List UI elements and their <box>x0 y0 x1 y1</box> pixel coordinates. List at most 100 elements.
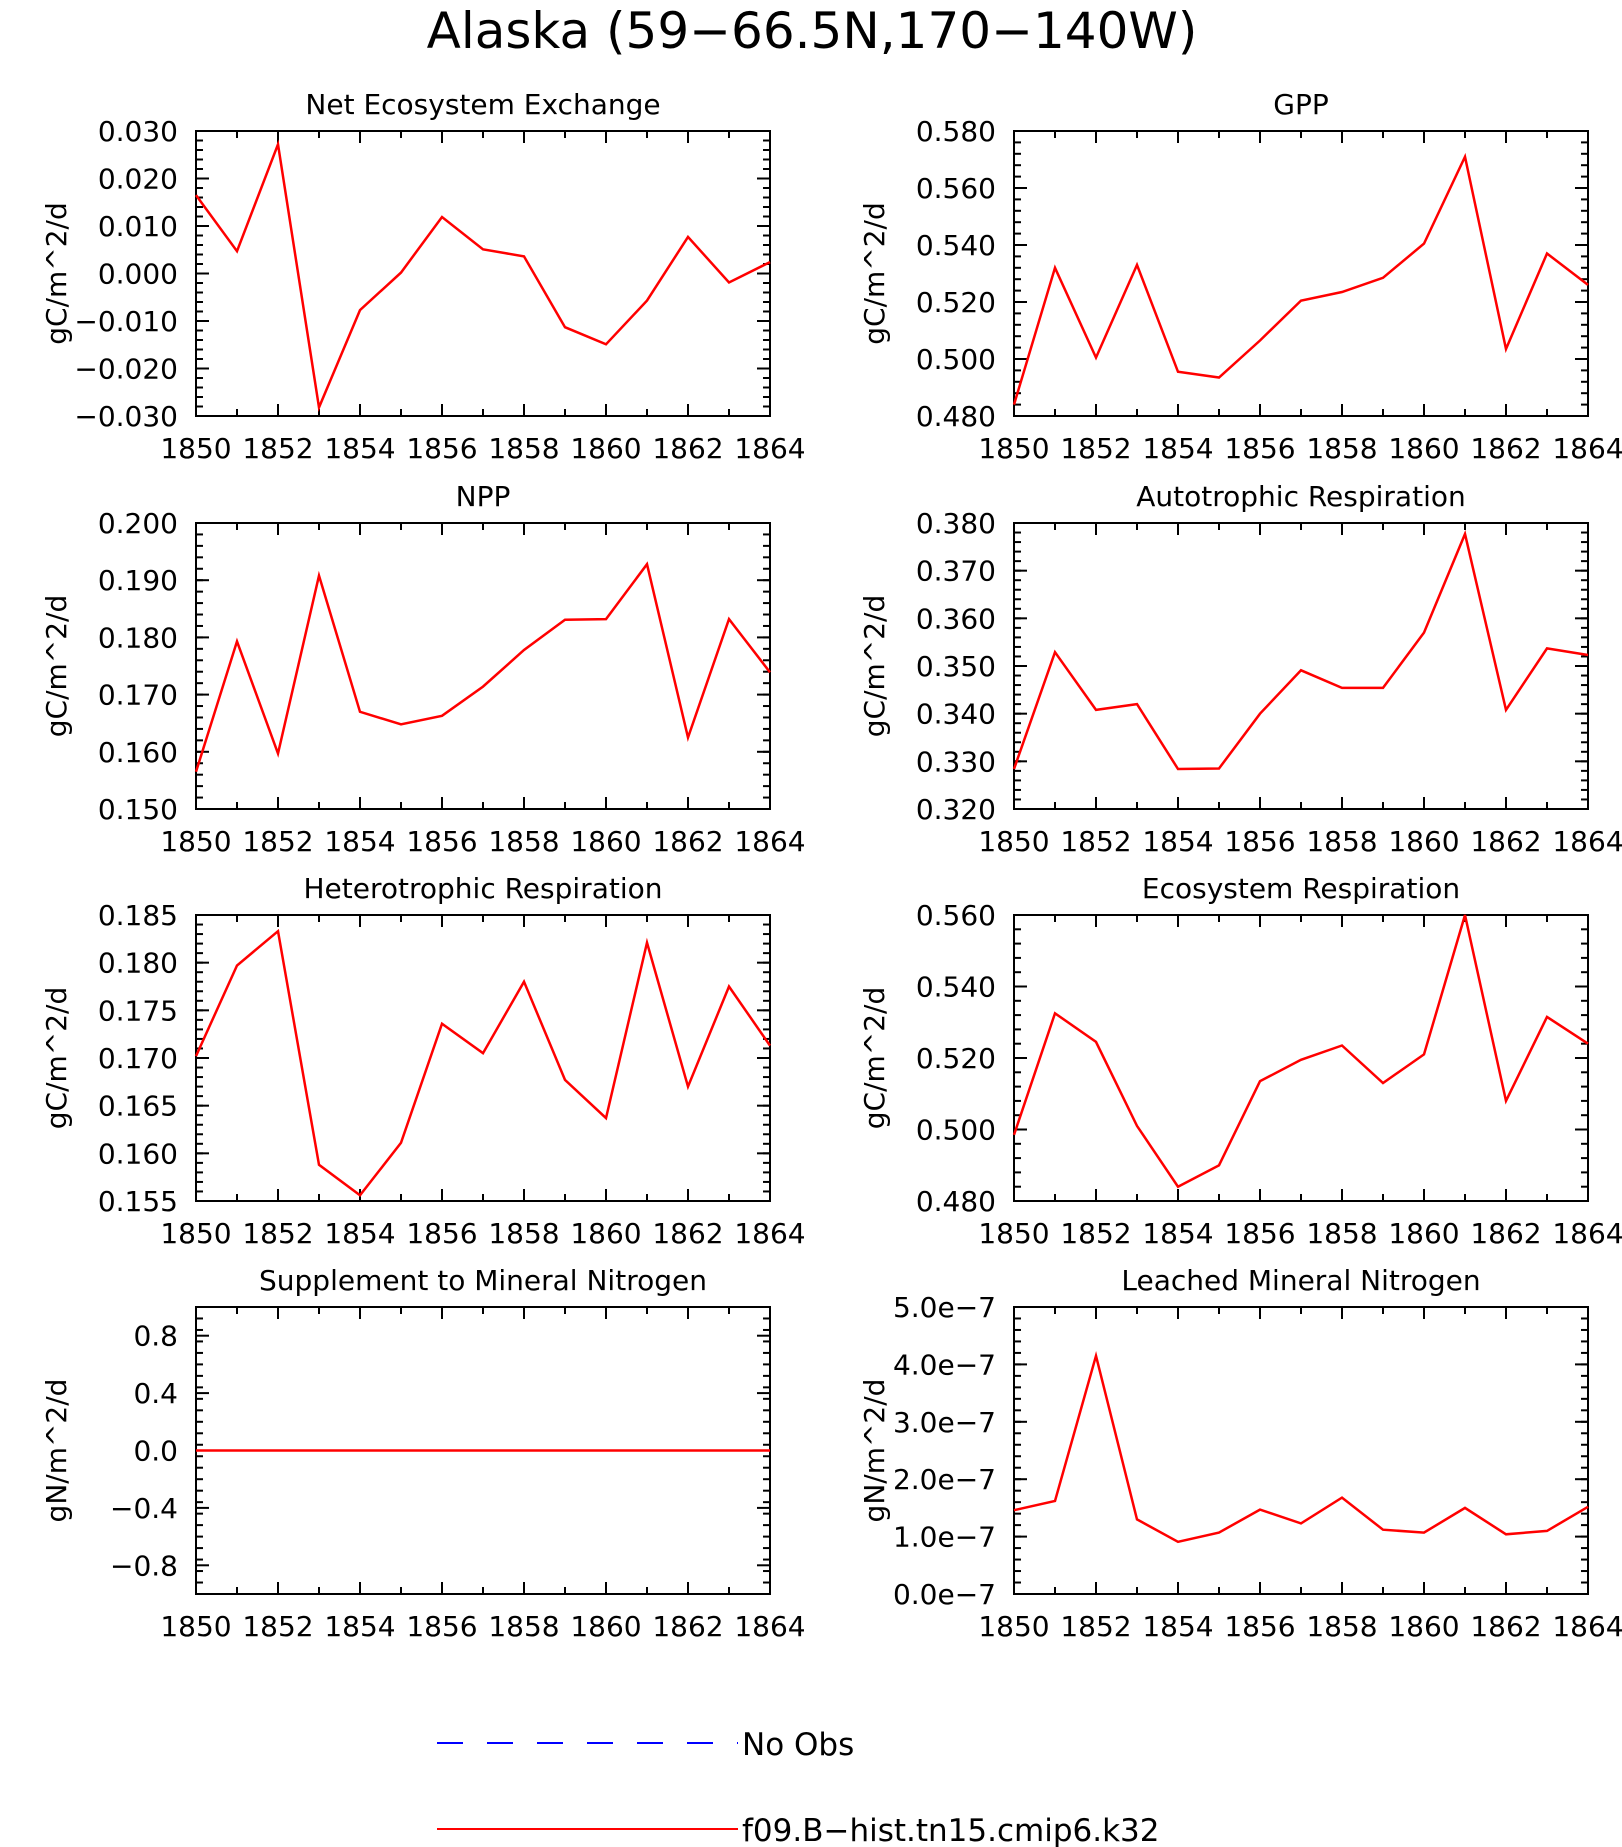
y-tick-label: 0.155 <box>98 1185 178 1218</box>
x-tick-label: 1860 <box>1388 432 1459 465</box>
y-tick-label: 0.480 <box>916 1185 996 1218</box>
x-tick-label: 1856 <box>406 1217 477 1250</box>
y-axis-label: gC/m^2/d <box>858 987 891 1130</box>
panel-title: Net Ecosystem Exchange <box>305 88 660 121</box>
panel-title: Ecosystem Respiration <box>1142 872 1460 905</box>
x-tick-label: 1854 <box>1142 825 1213 858</box>
x-tick-label: 1858 <box>1306 1610 1377 1643</box>
x-tick-label: 1850 <box>160 1217 231 1250</box>
x-tick-label: 1858 <box>1306 432 1377 465</box>
x-tick-label: 1858 <box>488 432 559 465</box>
panel-title: GPP <box>1273 88 1328 121</box>
x-tick-label: 1862 <box>1470 1610 1541 1643</box>
x-tick-label: 1864 <box>734 432 805 465</box>
series-line <box>1013 1350 1589 1544</box>
y-tick-label: 0.520 <box>916 286 996 319</box>
x-tick-label: 1850 <box>160 432 231 465</box>
panel-title: NPP <box>456 480 511 513</box>
y-tick-label: 0.0 <box>133 1435 178 1468</box>
x-tick-label: 1850 <box>160 1610 231 1643</box>
x-tick-label: 1862 <box>652 825 723 858</box>
legend-label-no-obs: No Obs <box>742 1727 854 1763</box>
y-tick-label: 0.020 <box>98 163 178 196</box>
x-tick-label: 1852 <box>1060 432 1131 465</box>
chart-panel-4: Heterotrophic Respiration gC/m^2/d 1850 185… <box>40 872 806 1250</box>
y-tick-label: 0.500 <box>916 343 996 376</box>
x-tick-label: 1850 <box>978 1217 1049 1250</box>
series-line <box>194 928 772 1198</box>
x-tick-label: 1862 <box>1470 432 1541 465</box>
x-tick-label: 1856 <box>406 1610 477 1643</box>
x-tick-label: 1856 <box>406 432 477 465</box>
x-tick-label: 1860 <box>570 825 641 858</box>
x-tick-label: 1852 <box>1060 825 1131 858</box>
plot-frame <box>1013 914 1589 1202</box>
series-line <box>194 561 771 773</box>
x-tick-label: 1864 <box>1552 1610 1622 1643</box>
y-tick-label: 0.165 <box>98 1090 178 1123</box>
chart-panel-1: GPP gC/m^2/d 1850 1852 1854 1856 1858 1860 1862 1… <box>858 88 1622 465</box>
y-tick-label: 0.370 <box>916 555 996 588</box>
x-tick-label: 1854 <box>1142 1610 1213 1643</box>
y-tick-label: 0.200 <box>98 507 178 540</box>
plot-frame <box>1013 1306 1589 1595</box>
y-tick-label: 0.560 <box>916 172 996 205</box>
x-tick-label: 1850 <box>978 825 1049 858</box>
legend: No Obs f09.B−hist.tn15.cmip6.k32 <box>437 1727 1160 1847</box>
x-tick-label: 1864 <box>1552 432 1622 465</box>
x-tick-label: 1856 <box>1224 1217 1295 1250</box>
x-tick-label: 1862 <box>652 432 723 465</box>
x-tick-label: 1854 <box>324 1610 395 1643</box>
y-tick-label: 5.0e−7 <box>893 1291 996 1324</box>
x-tick-label: 1856 <box>1224 1610 1295 1643</box>
y-tick-label: 0.160 <box>98 736 178 769</box>
x-tick-label: 1858 <box>488 1217 559 1250</box>
y-tick-label: 0.350 <box>916 650 996 683</box>
y-tick-label: 4.0e−7 <box>893 1348 996 1381</box>
chart-panel-0: Net Ecosystem Exchange gC/m^2/d 1850 1852 18… <box>40 88 806 465</box>
plot-frame <box>195 522 771 810</box>
x-tick-label: 1862 <box>1470 825 1541 858</box>
chart-panel-7: Leached Mineral Nitrogen gN/m^2/d 1850 1852… <box>858 1264 1622 1643</box>
y-axis-label: gC/m^2/d <box>40 595 73 738</box>
x-tick-label: 1860 <box>570 432 641 465</box>
series-line <box>1012 529 1589 771</box>
x-tick-label: 1852 <box>242 1610 313 1643</box>
x-tick-label: 1856 <box>406 825 477 858</box>
x-tick-label: 1854 <box>324 432 395 465</box>
y-tick-label: 3.0e−7 <box>893 1406 996 1439</box>
panels: Net Ecosystem Exchange gC/m^2/d 1850 1852 18… <box>40 88 1622 1643</box>
y-axis-label: gN/m^2/d <box>40 1379 73 1523</box>
y-tick-label: −0.4 <box>110 1492 178 1525</box>
y-tick-label: 0.360 <box>916 602 996 635</box>
x-tick-label: 1858 <box>488 825 559 858</box>
x-tick-label: 1850 <box>978 432 1049 465</box>
x-tick-label: 1864 <box>1552 825 1622 858</box>
legend-label-model: f09.B−hist.tn15.cmip6.k32 <box>742 1813 1160 1847</box>
y-tick-label: 0.540 <box>916 229 996 262</box>
x-tick-label: 1852 <box>242 825 313 858</box>
y-tick-label: 0.150 <box>98 793 178 826</box>
x-tick-label: 1862 <box>652 1610 723 1643</box>
y-axis-label: gC/m^2/d <box>858 202 891 345</box>
y-axis-label: gC/m^2/d <box>40 987 73 1130</box>
x-tick-label: 1854 <box>324 1217 395 1250</box>
y-tick-label: 0.540 <box>916 971 996 1004</box>
y-tick-label: 0.160 <box>98 1137 178 1170</box>
y-tick-label: 0.520 <box>916 1042 996 1075</box>
y-tick-label: 0.030 <box>98 115 178 148</box>
y-tick-label: 0.0e−7 <box>893 1578 996 1611</box>
panel-title: Autotrophic Respiration <box>1136 480 1465 513</box>
x-tick-label: 1856 <box>1224 825 1295 858</box>
y-tick-label: 0.380 <box>916 507 996 540</box>
y-tick-label: 0.8 <box>133 1320 178 1353</box>
chart-panel-5: Ecosystem Respiration gC/m^2/d 1850 1852 185… <box>858 872 1622 1250</box>
y-tick-label: 0.500 <box>916 1114 996 1147</box>
x-tick-label: 1864 <box>734 1610 805 1643</box>
panel-title: Heterotrophic Respiration <box>304 872 663 905</box>
chart-panel-3: Autotrophic Respiration gC/m^2/d 1850 1852 1… <box>858 480 1622 858</box>
y-tick-label: 0.340 <box>916 698 996 731</box>
x-tick-label: 1860 <box>1388 1217 1459 1250</box>
x-tick-label: 1864 <box>1552 1217 1622 1250</box>
